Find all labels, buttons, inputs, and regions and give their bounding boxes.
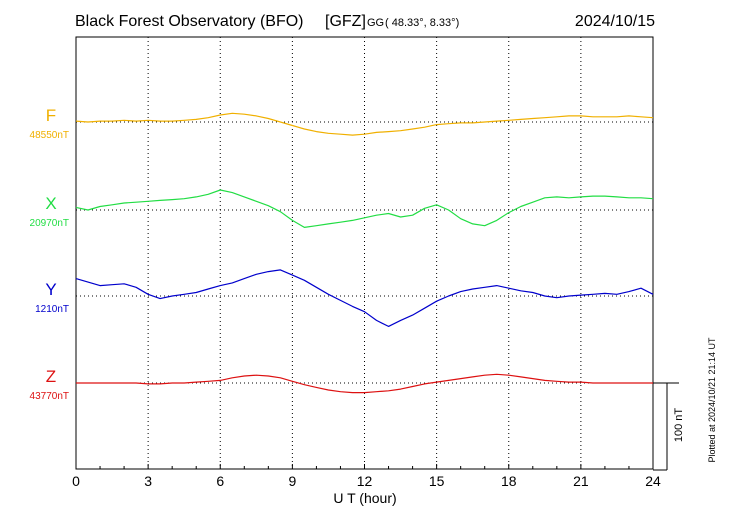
series-baseline-z: 43770nT (30, 391, 69, 402)
x-tick-label: 24 (645, 473, 661, 489)
x-tick-label: 9 (288, 473, 296, 489)
series-line-y (75, 269, 654, 327)
grid-lines (147, 37, 582, 469)
date-label: 2024/10/15 (575, 13, 655, 30)
series-baseline-x: 20970nT (30, 218, 69, 229)
series-labels: F 48550nT X 20970nT Y 1210nT Z 43770nT (30, 106, 69, 402)
series-line-x (75, 189, 654, 228)
institute-label: [GFZ] (325, 13, 366, 30)
x-tick-label: 3 (144, 473, 152, 489)
scale-bar-label: 100 nT (673, 408, 685, 443)
scale-bar (653, 382, 679, 471)
x-tick-label: 12 (357, 473, 373, 489)
coordinates-label: ( 48.33°, 8.33°) (385, 17, 459, 29)
series-baseline-f: 48550nT (30, 130, 69, 141)
x-axis-label: U T (hour) (333, 490, 396, 506)
x-axis-ticks: 0 3 6 9 12 15 18 21 24 (72, 464, 661, 489)
coord-system-label: GG (367, 17, 384, 29)
x-tick-label: 18 (501, 473, 517, 489)
series-name-x: X (45, 194, 56, 213)
series-name-z: Z (46, 367, 56, 386)
x-tick-label: 0 (72, 473, 80, 489)
x-tick-label: 15 (429, 473, 445, 489)
plotted-note: Plotted at 2024/10/21 21:14 UT (707, 337, 717, 463)
series-lines (75, 112, 654, 394)
series-name-f: F (46, 106, 56, 125)
x-tick-label: 21 (573, 473, 589, 489)
chart-title: Black Forest Observatory (BFO) (75, 13, 304, 30)
series-name-y: Y (45, 280, 56, 299)
series-line-f (75, 112, 654, 136)
series-baseline-y: 1210nT (35, 304, 69, 315)
series-line-z (76, 373, 653, 394)
x-tick-label: 6 (216, 473, 224, 489)
